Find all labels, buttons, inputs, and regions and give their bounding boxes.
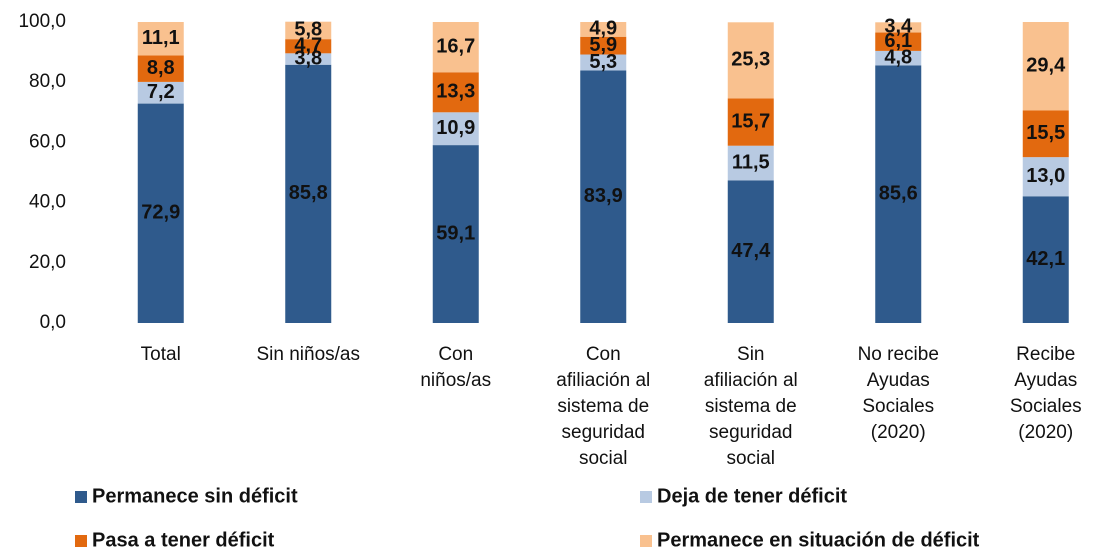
bar-segment	[285, 64, 332, 323]
legend-swatch	[75, 535, 87, 547]
data-label: 11,1	[142, 27, 180, 49]
bar-segment	[137, 81, 184, 104]
legend-swatch	[640, 491, 652, 503]
x-tick-label: Recibe Ayudas Sociales (2020)	[1010, 344, 1082, 443]
data-label: 85,6	[879, 182, 918, 204]
bar-segment	[727, 98, 774, 146]
data-label: 13,3	[436, 81, 475, 103]
data-label: 25,3	[731, 49, 770, 71]
bar-segment	[875, 65, 922, 324]
bar-segment	[875, 50, 922, 66]
bar-segment	[1022, 196, 1069, 323]
data-label: 16,7	[436, 35, 475, 57]
data-label: 15,7	[731, 110, 770, 132]
bar-segment	[137, 22, 184, 56]
y-tick-label: 40,0	[29, 192, 66, 213]
bar-segment	[580, 36, 627, 55]
data-label: 5,3	[589, 51, 617, 73]
y-tick-label: 80,0	[29, 71, 66, 92]
y-tick-label: 0,0	[40, 312, 66, 333]
data-label: 83,9	[584, 185, 623, 207]
x-tick-label: Con niños/as	[420, 344, 491, 391]
data-label: 4,7	[294, 35, 322, 57]
data-label: 5,9	[589, 34, 617, 56]
data-label: 72,9	[141, 202, 180, 224]
data-label: 59,1	[436, 222, 475, 244]
bar-segment	[727, 180, 774, 323]
data-label: 7,2	[147, 81, 175, 103]
bar-segment	[580, 70, 627, 323]
bar-segment	[285, 39, 332, 54]
data-label: 6,1	[884, 30, 912, 52]
x-tick-label: Total	[141, 344, 181, 365]
bar-segment	[580, 54, 627, 71]
data-label: 4,9	[589, 18, 617, 40]
bar-segment	[727, 145, 774, 181]
y-tick-label: 60,0	[29, 131, 66, 152]
bar-segment	[1022, 110, 1069, 158]
bar-segment	[875, 32, 922, 51]
x-tick-label: Sin niños/as	[256, 344, 360, 365]
data-label: 3,8	[294, 47, 322, 69]
legend-label: Permanece sin déficit	[92, 485, 298, 507]
data-label: 8,8	[147, 57, 175, 79]
data-label: 47,4	[731, 240, 771, 262]
x-tick-label: Con afiliación al sistema de seguridad socia…	[556, 344, 650, 469]
data-label: 4,8	[884, 46, 912, 68]
data-label: 42,1	[1026, 248, 1065, 270]
bar-segment	[875, 22, 922, 33]
bar-segment	[285, 53, 332, 65]
bar-segment	[285, 21, 332, 40]
bar-segment	[137, 103, 184, 323]
data-label: 15,5	[1026, 122, 1065, 144]
bar-segment	[432, 72, 479, 113]
bar-segment	[1022, 22, 1069, 111]
x-tick-label: Sin afiliación al sistema de seguridad socia…	[704, 344, 798, 469]
data-label: 11,5	[732, 151, 770, 173]
bar-segment	[432, 22, 479, 73]
data-label: 3,4	[884, 16, 913, 38]
legend-label: Pasa a tener déficit	[92, 529, 275, 551]
y-tick-label: 20,0	[29, 252, 66, 273]
bar-segment	[432, 145, 479, 323]
legend-swatch	[75, 491, 87, 503]
legend-label: Deja de tener déficit	[657, 485, 847, 507]
bar-segment	[1022, 157, 1069, 197]
bar-segment	[432, 112, 479, 146]
bar-segment	[580, 22, 627, 37]
legend-label: Permanece en situación de déficit	[657, 529, 980, 551]
bar-segment	[727, 22, 774, 99]
bar-segment	[137, 55, 184, 82]
data-label: 29,4	[1026, 55, 1066, 77]
data-label: 13,0	[1026, 165, 1065, 187]
x-tick-label: No recibe Ayudas Sociales (2020)	[858, 344, 939, 443]
data-label: 85,8	[289, 182, 328, 204]
legend-swatch	[640, 535, 652, 547]
data-label: 10,9	[436, 117, 475, 139]
data-label: 5,8	[294, 19, 322, 41]
y-tick-label: 100,0	[18, 11, 66, 32]
